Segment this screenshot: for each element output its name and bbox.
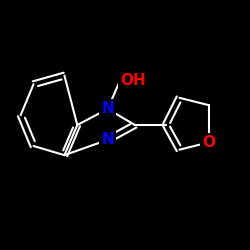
Text: OH: OH: [120, 73, 146, 88]
Text: O: O: [202, 135, 215, 150]
Text: N: N: [101, 132, 114, 147]
Text: N: N: [101, 102, 114, 116]
